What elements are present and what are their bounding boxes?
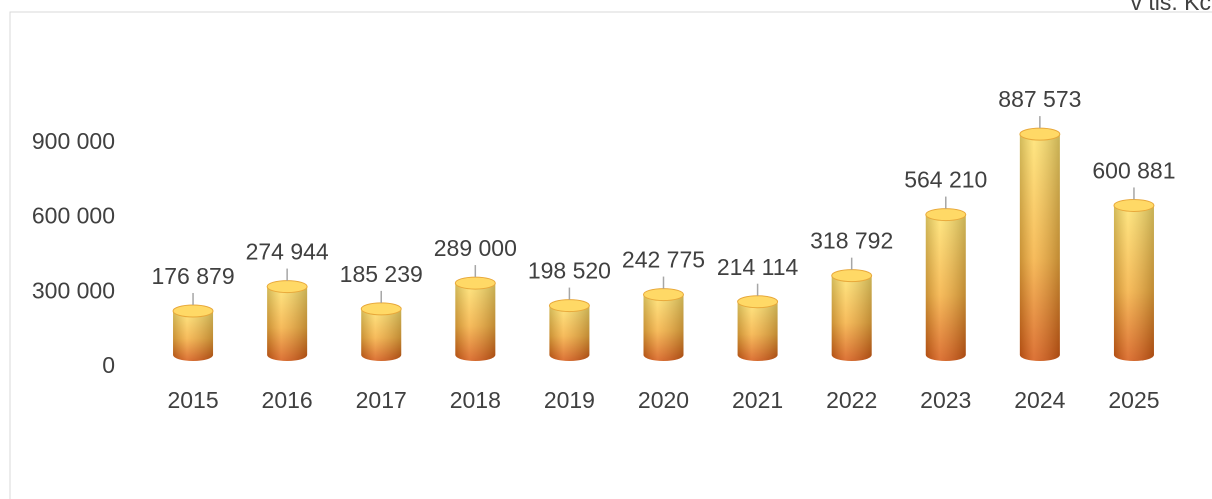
bar-shade <box>173 310 214 361</box>
x-tick-label: 2017 <box>356 387 407 413</box>
data-label: 887 573 <box>998 86 1081 112</box>
data-label: 176 879 <box>151 263 234 289</box>
bar-top <box>454 276 496 290</box>
data-label: 600 881 <box>1092 158 1175 184</box>
bar <box>1113 198 1155 361</box>
bar-top <box>737 295 779 309</box>
bar <box>925 208 967 361</box>
bar <box>454 276 496 361</box>
unit-label: v tis. Kč <box>1130 0 1211 15</box>
x-tick-label: 2018 <box>450 387 501 413</box>
bar-shade <box>361 308 402 361</box>
bar-top <box>548 299 590 313</box>
x-tick-label: 2015 <box>167 387 218 413</box>
data-label: 185 239 <box>340 261 423 287</box>
bar-top <box>360 302 402 316</box>
x-tick-label: 2025 <box>1108 387 1159 413</box>
bar-shade <box>925 214 966 361</box>
bar-top <box>831 269 873 283</box>
y-tick-label: 600 000 <box>32 203 115 229</box>
x-tick-label: 2020 <box>638 387 689 413</box>
x-tick-label: 2022 <box>826 387 877 413</box>
bar-top <box>172 304 214 318</box>
y-tick-label: 300 000 <box>32 277 115 303</box>
data-label: 198 520 <box>528 258 611 284</box>
bar-shade <box>267 286 308 361</box>
x-tick-label: 2023 <box>920 387 971 413</box>
bar-shade <box>455 283 496 361</box>
data-label: 274 944 <box>246 239 329 265</box>
data-label: 318 792 <box>810 228 893 254</box>
x-tick-label: 2016 <box>262 387 313 413</box>
bar <box>831 269 873 361</box>
bar-top <box>925 208 967 222</box>
bar <box>737 295 779 361</box>
y-tick-label: 0 <box>102 352 115 378</box>
bar <box>266 280 308 361</box>
bar <box>643 288 684 361</box>
bar-shade <box>549 305 590 361</box>
x-tick-label: 2021 <box>732 387 783 413</box>
bar-top <box>1113 198 1155 212</box>
data-label: 214 114 <box>717 254 799 280</box>
bar-shade <box>643 294 684 361</box>
bar-top <box>643 288 684 302</box>
data-label: 564 210 <box>904 167 987 193</box>
bar <box>360 302 402 361</box>
bar-shade <box>737 301 778 361</box>
x-tick-label: 2024 <box>1014 387 1065 413</box>
bar-shade <box>1113 205 1154 361</box>
bar <box>548 299 590 361</box>
x-tick-label: 2019 <box>544 387 595 413</box>
data-label: 242 775 <box>622 247 705 273</box>
data-label: 289 000 <box>434 235 517 261</box>
y-tick-label: 900 000 <box>32 128 115 154</box>
bar <box>172 304 214 361</box>
bar-top <box>266 280 308 294</box>
bar-shade <box>831 275 872 361</box>
bar <box>1019 127 1061 361</box>
bar-top <box>1019 127 1061 141</box>
chart-frame <box>9 11 1212 499</box>
bar-shade <box>1019 134 1060 361</box>
